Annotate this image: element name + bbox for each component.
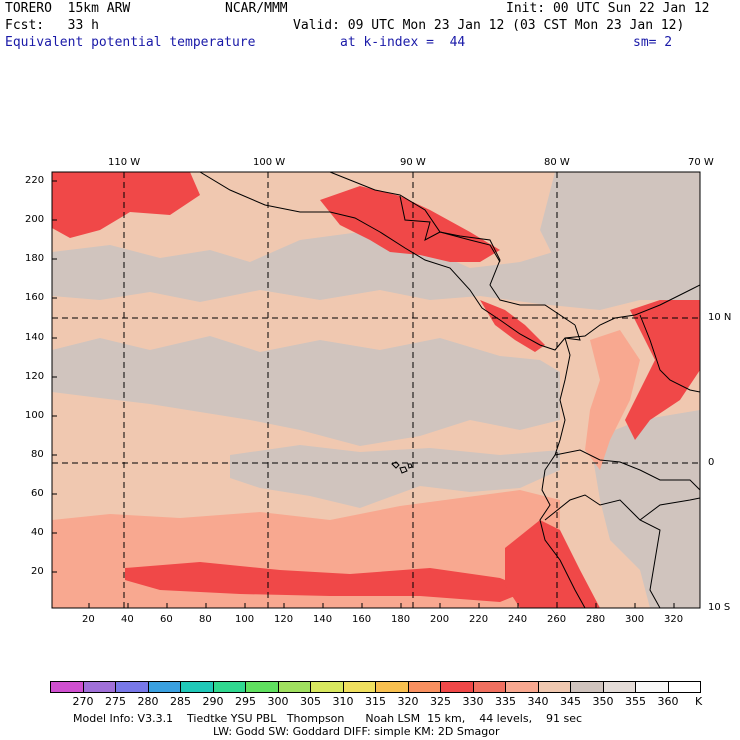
x-tick-label: 140 <box>313 614 332 625</box>
x-tick-label: 200 <box>430 614 449 625</box>
x-tick-label: 260 <box>547 614 566 625</box>
x-tick-label: 40 <box>121 614 134 625</box>
colorbar-swatch <box>213 681 247 693</box>
x-tick-label: 180 <box>391 614 410 625</box>
y-tick-label: 160 <box>25 292 44 303</box>
map-fill <box>52 172 700 608</box>
colorbar-label: 325 <box>430 695 451 708</box>
lon-label-110w: 110 W <box>108 157 140 168</box>
colorbar-swatch <box>538 681 572 693</box>
y-tick-label: 80 <box>31 449 44 460</box>
colorbar-swatch <box>148 681 182 693</box>
x-tick-label: 80 <box>199 614 212 625</box>
colorbar-label: 330 <box>463 695 484 708</box>
y-tick-label: 140 <box>25 332 44 343</box>
y-tick-label: 120 <box>25 371 44 382</box>
lon-label-80w: 80 W <box>544 157 570 168</box>
colorbar-swatch <box>245 681 279 693</box>
lon-label-70w: 70 W <box>688 157 714 168</box>
colorbar-swatch <box>603 681 637 693</box>
colorbar-label: 300 <box>268 695 289 708</box>
colorbar-swatch <box>50 681 84 693</box>
lon-label-90w: 90 W <box>400 157 426 168</box>
colorbar-swatch <box>505 681 539 693</box>
colorbar-unit: K <box>695 695 702 708</box>
colorbar-label: 340 <box>528 695 549 708</box>
colorbar-label: 275 <box>105 695 126 708</box>
colorbar-swatch <box>310 681 344 693</box>
colorbar-swatch <box>180 681 214 693</box>
colorbar-swatch <box>408 681 442 693</box>
colorbar-label: 355 <box>625 695 646 708</box>
colorbar-swatch <box>440 681 474 693</box>
colorbar-label: 345 <box>560 695 581 708</box>
colorbar-label: 305 <box>300 695 321 708</box>
y-tick-label: 180 <box>25 253 44 264</box>
colorbar-label: 280 <box>138 695 159 708</box>
y-tick-label: 200 <box>25 214 44 225</box>
lat-label-10n: 10 N <box>708 312 731 323</box>
colorbar-label: 335 <box>495 695 516 708</box>
colorbar-swatch <box>83 681 117 693</box>
y-tick-label: 40 <box>31 527 44 538</box>
x-tick-label: 320 <box>664 614 683 625</box>
colorbar-swatch <box>115 681 149 693</box>
colorbar-swatch <box>375 681 409 693</box>
colorbar-label: 310 <box>333 695 354 708</box>
x-tick-label: 220 <box>469 614 488 625</box>
x-tick-label: 120 <box>274 614 293 625</box>
colorbar-swatch <box>343 681 377 693</box>
x-tick-label: 160 <box>352 614 371 625</box>
x-tick-label: 60 <box>160 614 173 625</box>
colorbar-swatch <box>635 681 669 693</box>
colorbar-label: 360 <box>658 695 679 708</box>
colorbar-swatch <box>278 681 312 693</box>
lat-label-0: 0 <box>708 457 714 468</box>
x-tick-label: 100 <box>235 614 254 625</box>
colorbar-label: 290 <box>203 695 224 708</box>
colorbar-swatch <box>570 681 604 693</box>
model-info-line1: Model Info: V3.3.1 Tiedtke YSU PBL Thomp… <box>73 712 582 725</box>
colorbar-label: 295 <box>235 695 256 708</box>
colorbar-label: 270 <box>73 695 94 708</box>
y-tick-label: 60 <box>31 488 44 499</box>
lat-label-10s: 10 S <box>708 602 730 613</box>
colorbar-swatch <box>473 681 507 693</box>
colorbar-label: 315 <box>365 695 386 708</box>
x-tick-label: 280 <box>586 614 605 625</box>
y-tick-label: 20 <box>31 566 44 577</box>
lon-label-100w: 100 W <box>253 157 285 168</box>
model-info-line2: LW: Godd SW: Goddard DIFF: simple KM: 2D… <box>213 725 500 738</box>
colorbar-swatch <box>668 681 702 693</box>
colorbar-label: 350 <box>593 695 614 708</box>
y-tick-label: 220 <box>25 175 44 186</box>
x-tick-label: 240 <box>508 614 527 625</box>
x-tick-label: 20 <box>82 614 95 625</box>
x-tick-label: 300 <box>625 614 644 625</box>
colorbar-label: 320 <box>398 695 419 708</box>
y-tick-label: 100 <box>25 410 44 421</box>
colorbar-label: 285 <box>170 695 191 708</box>
